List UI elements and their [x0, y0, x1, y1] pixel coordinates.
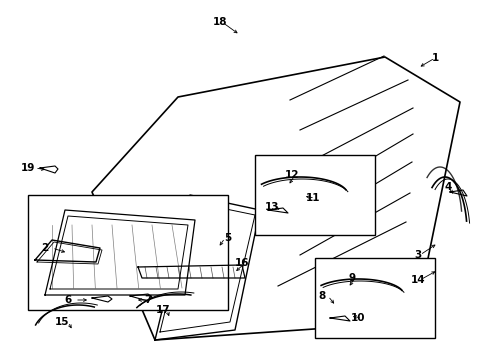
Text: 19: 19: [21, 163, 35, 173]
Bar: [28, 195, 227, 310]
Text: 8: 8: [318, 291, 325, 301]
Text: 12: 12: [284, 170, 299, 180]
Text: 17: 17: [155, 305, 170, 315]
Text: 4: 4: [444, 182, 451, 192]
Text: 1: 1: [430, 53, 438, 63]
Text: 11: 11: [305, 193, 320, 203]
Text: 9: 9: [348, 273, 355, 283]
Text: 15: 15: [55, 317, 69, 327]
Text: 7: 7: [144, 295, 151, 305]
Text: 13: 13: [264, 202, 279, 212]
Text: 6: 6: [64, 295, 71, 305]
Text: 10: 10: [350, 313, 365, 323]
Bar: [254, 155, 374, 235]
Text: 18: 18: [212, 17, 227, 27]
Text: 2: 2: [41, 243, 48, 253]
Bar: [314, 258, 434, 338]
Text: 14: 14: [410, 275, 425, 285]
Text: 5: 5: [224, 233, 231, 243]
Text: 3: 3: [413, 250, 421, 260]
Text: 16: 16: [234, 258, 249, 268]
